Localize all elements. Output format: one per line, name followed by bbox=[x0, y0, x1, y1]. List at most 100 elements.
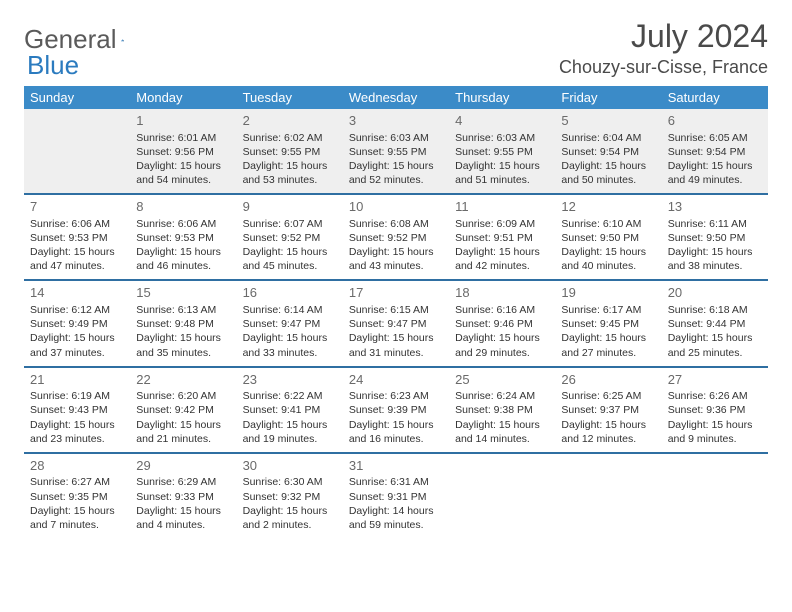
day-detail: Daylight: 15 hours bbox=[668, 245, 762, 259]
day-detail: Sunset: 9:39 PM bbox=[349, 403, 443, 417]
page-subtitle: Chouzy-sur-Cisse, France bbox=[559, 57, 768, 78]
day-number: 9 bbox=[243, 195, 337, 217]
calendar-cell: 31Sunrise: 6:31 AMSunset: 9:31 PMDayligh… bbox=[343, 453, 449, 538]
day-detail: Sunset: 9:37 PM bbox=[561, 403, 655, 417]
day-detail: Daylight: 15 hours bbox=[30, 504, 124, 518]
day-detail: Sunrise: 6:26 AM bbox=[668, 389, 762, 403]
day-detail: Sunrise: 6:02 AM bbox=[243, 131, 337, 145]
day-number: 21 bbox=[30, 368, 124, 390]
header: General July 2024 Chouzy-sur-Cisse, Fran… bbox=[24, 18, 768, 78]
calendar-header-row: Sunday Monday Tuesday Wednesday Thursday… bbox=[24, 86, 768, 109]
day-detail: Daylight: 15 hours bbox=[243, 504, 337, 518]
calendar-cell: 23Sunrise: 6:22 AMSunset: 9:41 PMDayligh… bbox=[237, 367, 343, 453]
day-number: 8 bbox=[136, 195, 230, 217]
day-number: 23 bbox=[243, 368, 337, 390]
day-detail: Sunset: 9:43 PM bbox=[30, 403, 124, 417]
day-detail: and 27 minutes. bbox=[561, 346, 655, 360]
calendar-cell: 7Sunrise: 6:06 AMSunset: 9:53 PMDaylight… bbox=[24, 194, 130, 280]
day-detail: Sunrise: 6:06 AM bbox=[30, 217, 124, 231]
day-number: 27 bbox=[668, 368, 762, 390]
empty-cell bbox=[561, 454, 655, 526]
day-detail: and 54 minutes. bbox=[136, 173, 230, 187]
day-detail: Sunrise: 6:14 AM bbox=[243, 303, 337, 317]
day-detail: Sunset: 9:47 PM bbox=[243, 317, 337, 331]
calendar-cell: 26Sunrise: 6:25 AMSunset: 9:37 PMDayligh… bbox=[555, 367, 661, 453]
day-detail: Sunrise: 6:22 AM bbox=[243, 389, 337, 403]
day-detail: Sunrise: 6:11 AM bbox=[668, 217, 762, 231]
day-detail: Sunset: 9:53 PM bbox=[30, 231, 124, 245]
calendar-cell: 8Sunrise: 6:06 AMSunset: 9:53 PMDaylight… bbox=[130, 194, 236, 280]
day-number: 5 bbox=[561, 109, 655, 131]
calendar-cell: 27Sunrise: 6:26 AMSunset: 9:36 PMDayligh… bbox=[662, 367, 768, 453]
calendar-cell: 13Sunrise: 6:11 AMSunset: 9:50 PMDayligh… bbox=[662, 194, 768, 280]
day-detail: and 4 minutes. bbox=[136, 518, 230, 532]
logo-triangle-icon bbox=[121, 32, 124, 48]
day-detail: Sunset: 9:35 PM bbox=[30, 490, 124, 504]
day-detail: and 49 minutes. bbox=[668, 173, 762, 187]
day-detail: and 45 minutes. bbox=[243, 259, 337, 273]
day-detail: Sunrise: 6:29 AM bbox=[136, 475, 230, 489]
day-detail: Daylight: 15 hours bbox=[561, 418, 655, 432]
day-detail: Sunset: 9:42 PM bbox=[136, 403, 230, 417]
calendar-cell: 22Sunrise: 6:20 AMSunset: 9:42 PMDayligh… bbox=[130, 367, 236, 453]
day-detail: Daylight: 15 hours bbox=[136, 331, 230, 345]
day-number: 20 bbox=[668, 281, 762, 303]
day-detail: Sunset: 9:38 PM bbox=[455, 403, 549, 417]
day-detail: Sunset: 9:52 PM bbox=[349, 231, 443, 245]
day-number: 13 bbox=[668, 195, 762, 217]
calendar-cell: 5Sunrise: 6:04 AMSunset: 9:54 PMDaylight… bbox=[555, 109, 661, 194]
day-detail: and 35 minutes. bbox=[136, 346, 230, 360]
day-detail: Daylight: 15 hours bbox=[136, 504, 230, 518]
day-detail: Sunset: 9:55 PM bbox=[243, 145, 337, 159]
day-detail: Sunset: 9:45 PM bbox=[561, 317, 655, 331]
calendar-week-row: 7Sunrise: 6:06 AMSunset: 9:53 PMDaylight… bbox=[24, 194, 768, 280]
day-detail: and 23 minutes. bbox=[30, 432, 124, 446]
day-detail: and 7 minutes. bbox=[30, 518, 124, 532]
day-detail: Sunset: 9:46 PM bbox=[455, 317, 549, 331]
day-detail: Sunrise: 6:15 AM bbox=[349, 303, 443, 317]
calendar-cell bbox=[555, 453, 661, 538]
page-title: July 2024 bbox=[559, 18, 768, 55]
day-detail: Sunset: 9:56 PM bbox=[136, 145, 230, 159]
day-detail: Sunrise: 6:13 AM bbox=[136, 303, 230, 317]
day-number: 29 bbox=[136, 454, 230, 476]
calendar-cell: 4Sunrise: 6:03 AMSunset: 9:55 PMDaylight… bbox=[449, 109, 555, 194]
day-header: Monday bbox=[130, 86, 236, 109]
day-detail: and 38 minutes. bbox=[668, 259, 762, 273]
calendar-cell: 19Sunrise: 6:17 AMSunset: 9:45 PMDayligh… bbox=[555, 280, 661, 366]
day-detail: Daylight: 15 hours bbox=[455, 331, 549, 345]
day-number: 15 bbox=[136, 281, 230, 303]
day-detail: and 25 minutes. bbox=[668, 346, 762, 360]
day-detail: Sunset: 9:51 PM bbox=[455, 231, 549, 245]
day-detail: Sunrise: 6:25 AM bbox=[561, 389, 655, 403]
day-detail: Sunrise: 6:10 AM bbox=[561, 217, 655, 231]
day-number: 16 bbox=[243, 281, 337, 303]
calendar-body: 1Sunrise: 6:01 AMSunset: 9:56 PMDaylight… bbox=[24, 109, 768, 538]
calendar-cell: 12Sunrise: 6:10 AMSunset: 9:50 PMDayligh… bbox=[555, 194, 661, 280]
day-detail: Sunset: 9:41 PM bbox=[243, 403, 337, 417]
day-detail: Daylight: 15 hours bbox=[455, 245, 549, 259]
day-detail: Sunrise: 6:06 AM bbox=[136, 217, 230, 231]
day-detail: and 47 minutes. bbox=[30, 259, 124, 273]
day-detail: Sunset: 9:50 PM bbox=[561, 231, 655, 245]
day-detail: and 46 minutes. bbox=[136, 259, 230, 273]
day-number: 31 bbox=[349, 454, 443, 476]
day-number: 7 bbox=[30, 195, 124, 217]
day-detail: Sunset: 9:48 PM bbox=[136, 317, 230, 331]
calendar-cell: 10Sunrise: 6:08 AMSunset: 9:52 PMDayligh… bbox=[343, 194, 449, 280]
calendar-cell: 20Sunrise: 6:18 AMSunset: 9:44 PMDayligh… bbox=[662, 280, 768, 366]
day-detail: and 53 minutes. bbox=[243, 173, 337, 187]
day-detail: Sunset: 9:52 PM bbox=[243, 231, 337, 245]
day-detail: Sunrise: 6:27 AM bbox=[30, 475, 124, 489]
day-header: Saturday bbox=[662, 86, 768, 109]
day-number: 24 bbox=[349, 368, 443, 390]
day-detail: Sunrise: 6:17 AM bbox=[561, 303, 655, 317]
day-detail: Daylight: 15 hours bbox=[136, 159, 230, 173]
day-detail: Daylight: 15 hours bbox=[455, 418, 549, 432]
calendar-cell: 30Sunrise: 6:30 AMSunset: 9:32 PMDayligh… bbox=[237, 453, 343, 538]
day-detail: and 16 minutes. bbox=[349, 432, 443, 446]
day-detail: and 43 minutes. bbox=[349, 259, 443, 273]
calendar-table: Sunday Monday Tuesday Wednesday Thursday… bbox=[24, 86, 768, 538]
day-number: 4 bbox=[455, 109, 549, 131]
day-detail: Sunrise: 6:31 AM bbox=[349, 475, 443, 489]
